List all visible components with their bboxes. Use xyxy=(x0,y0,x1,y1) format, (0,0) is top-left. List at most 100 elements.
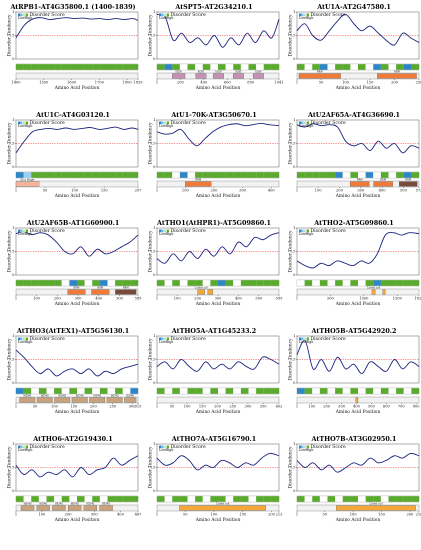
legend-swatch xyxy=(159,337,161,341)
score-track-cell xyxy=(54,172,62,178)
chart-panel: AtTHO7B-AT3G02950.1 0 0.5 1 Disorder Tendenc… xyxy=(287,435,421,541)
legend: Disorder Score Low High xyxy=(18,336,65,344)
score-track-cell xyxy=(304,64,313,70)
domain-block xyxy=(179,505,266,511)
x-tick-label: 50 xyxy=(33,404,38,408)
disorder-line xyxy=(296,123,420,154)
y-tick-label: 0 xyxy=(293,489,296,493)
disorder-line xyxy=(15,349,139,377)
score-track-cell xyxy=(107,280,116,286)
domain-label: RRM xyxy=(357,178,363,182)
score-track-cell xyxy=(403,172,412,178)
score-track-cell xyxy=(263,280,272,286)
score-track-cell xyxy=(396,64,404,70)
y-tick-label: 1 xyxy=(153,226,155,230)
score-track-cell xyxy=(312,172,320,178)
legend-label: Disorder Score xyxy=(311,120,346,126)
score-track-cell xyxy=(187,496,196,502)
x-tick-label: 100 xyxy=(33,296,41,300)
legend-high: High xyxy=(166,232,174,236)
legend-swatch xyxy=(26,445,28,449)
score-track-cell xyxy=(16,280,24,286)
score-track-cell xyxy=(380,172,389,178)
y-tick-label: 0.5 xyxy=(290,142,296,146)
score-track-cell xyxy=(248,172,257,178)
x-tick-label: 200 xyxy=(65,512,73,516)
legend-label: Disorder Score xyxy=(171,336,206,342)
score-track-cell xyxy=(69,496,78,502)
legend-swatch xyxy=(307,445,309,449)
chart-svg: AtTHO1(AtHPR1)-AT5G09860.100.51Disorder … xyxy=(149,219,284,307)
score-track-cell xyxy=(256,280,264,286)
score-track-cell xyxy=(388,496,397,502)
score-track-cell xyxy=(373,496,381,502)
domain-track xyxy=(156,288,280,296)
score-track-cell xyxy=(195,388,203,394)
x-tick-label: 1041 xyxy=(274,80,283,84)
chart-panel: AtTHO5A-AT1G45233.2 0 0.5 1 Disorder Tendenc… xyxy=(147,327,283,433)
chart-panel: AtU2AF65A-AT4G36690.1 0 0.5 1 Disorder Tende… xyxy=(287,111,421,217)
score-track-cell xyxy=(164,64,173,70)
domain-block xyxy=(19,397,36,403)
score-track-cell xyxy=(16,496,24,502)
score-track-cell xyxy=(388,64,397,70)
score-track-cell xyxy=(365,172,374,178)
disorder-line xyxy=(15,126,139,154)
x-tick-label: 50 xyxy=(319,80,324,84)
x-tick-label: 1 xyxy=(15,404,17,408)
score-track-cell xyxy=(92,388,100,394)
x-tick-label: 1 xyxy=(15,188,17,192)
score-track-cell xyxy=(107,64,116,70)
domain-label: WD40 xyxy=(71,502,79,506)
domain-label: RRM xyxy=(123,286,129,290)
score-track-cell xyxy=(157,172,165,178)
legend-swatch xyxy=(165,445,167,449)
legend-low: Low xyxy=(159,124,166,128)
score-track-cell xyxy=(38,64,47,70)
score-track-cell xyxy=(172,388,180,394)
legend-label: Disorder Score xyxy=(311,12,346,18)
y-axis-label: Disorder Tendency xyxy=(289,14,294,57)
domain-block xyxy=(197,289,205,295)
domain-block xyxy=(355,397,359,403)
legend-swatch xyxy=(305,229,307,233)
score-track-cell xyxy=(248,64,257,70)
disorder-line xyxy=(156,232,280,264)
legend-swatch xyxy=(165,229,167,233)
score-track-cell xyxy=(122,64,131,70)
score-track-cell xyxy=(99,64,108,70)
chart-panel: AtTHO5B-AT5G42920.2 0 0.5 1 Disorder Tendenc… xyxy=(287,327,421,433)
domain-label: RRM xyxy=(97,286,103,290)
score-track-cell xyxy=(38,388,47,394)
x-tick-label: 500 xyxy=(116,296,124,300)
domain-block xyxy=(15,181,40,187)
legend-swatch xyxy=(303,121,305,125)
score-track-cell xyxy=(179,388,188,394)
score-track-cell xyxy=(225,388,234,394)
score-track-cell xyxy=(312,280,320,286)
legend: Disorder Score Low High xyxy=(299,336,346,344)
score-track-cell xyxy=(179,496,188,502)
x-tick-label: 300 xyxy=(129,404,137,408)
x-tick-label: 150 xyxy=(367,80,375,84)
domain-label: KOW xyxy=(215,70,222,74)
domain-label: KOW xyxy=(175,70,182,74)
disorder-line xyxy=(15,455,139,478)
score-track-cell xyxy=(342,64,351,70)
x-axis-label: Amino Acid Position xyxy=(335,86,381,91)
chart-panel: AtTHO2-AT5G09860.1 0 0.5 1 Disorder Tendency… xyxy=(287,219,421,325)
score-track-cell xyxy=(350,172,359,178)
domain-block xyxy=(106,397,123,403)
score-track-cell xyxy=(92,496,100,502)
y-axis-label: Disorder Tendency xyxy=(149,338,154,381)
chart-title: AtTHO5B-AT5G42920.2 xyxy=(311,327,397,335)
legend-swatch xyxy=(165,121,167,125)
x-tick-label: 50 xyxy=(183,512,188,516)
x-tick-label: 200 xyxy=(194,296,202,300)
legend-low: Low xyxy=(18,340,25,344)
y-tick-label: 0.5 xyxy=(290,358,296,362)
score-track-cell xyxy=(179,64,188,70)
x-tick-label: 700 xyxy=(398,404,406,408)
y-tick-label: 0 xyxy=(153,489,156,493)
